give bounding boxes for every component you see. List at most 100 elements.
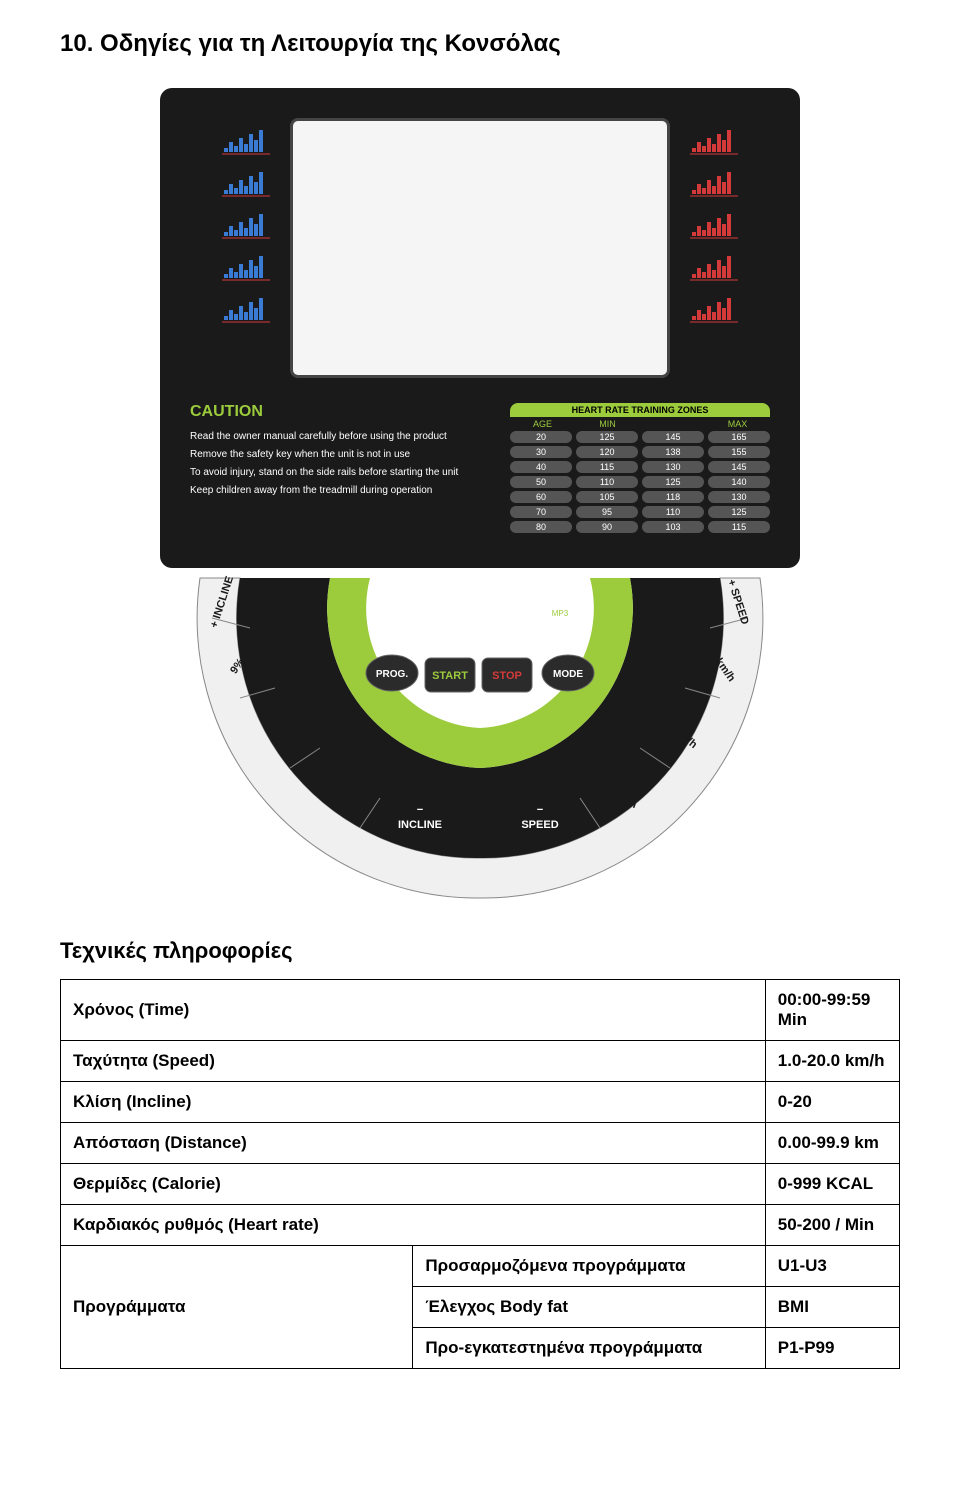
hr-col-header: AGE (510, 419, 575, 429)
hr-cell: 125 (708, 506, 770, 518)
programs-group-label: Προγράμματα (61, 1246, 413, 1369)
hr-row: 50 110 125 140 (510, 476, 770, 488)
spec-value: U1-U3 (765, 1246, 899, 1287)
table-row: Θερμίδες (Calorie)0-999 KCAL (61, 1164, 900, 1205)
spec-subtitle: Τεχνικές πληροφορίες (60, 938, 900, 964)
table-row: ΠρογράμματαΠροσαρμοζόμενα προγράμματαU1-… (61, 1246, 900, 1287)
hr-cell: 118 (642, 491, 704, 503)
program-profile-icon (690, 254, 738, 282)
hr-cell: 110 (642, 506, 704, 518)
spec-label: Ταχύτητα (Speed) (61, 1041, 766, 1082)
hr-row: 20125145165 (510, 431, 770, 443)
caution-block: CAUTION Read the owner manual carefully … (190, 403, 480, 536)
caution-title: CAUTION (190, 403, 480, 421)
hr-cell: 145 (708, 461, 770, 473)
spec-label: Κλίση (Incline) (61, 1082, 766, 1123)
program-profile-icon (222, 128, 270, 156)
table-row: Κλίση (Incline)0-20 (61, 1082, 900, 1123)
hr-cell: 60 (510, 491, 572, 503)
program-profile-icon (690, 296, 738, 324)
program-profile-icon (222, 254, 270, 282)
spec-value: BMI (765, 1287, 899, 1328)
spec-label: Χρόνος (Time) (61, 980, 766, 1041)
heart-rate-zones-table: HEART RATE TRAINING ZONES AGEMIN MAX 20 12… (510, 403, 770, 536)
left-program-icons (222, 118, 270, 378)
hr-row: 40 115 130 145 (510, 461, 770, 473)
hr-cell: 125 (576, 431, 638, 443)
hr-cell: 40 (510, 461, 572, 473)
spec-label: Προ-εγκατεστημένα προγράμματα (413, 1328, 765, 1369)
hr-cell: 30 (510, 446, 572, 458)
hr-cell: 20 (510, 431, 572, 443)
console-button-panel: PROG. START STOP MODE (160, 568, 800, 908)
hr-zones-title: HEART RATE TRAINING ZONES (510, 403, 770, 417)
program-profile-icon (690, 128, 738, 156)
stop-button-label[interactable]: STOP (492, 670, 522, 682)
hr-cell: 105 (576, 491, 638, 503)
hr-cell: 130 (642, 461, 704, 473)
spec-value: 0-20 (765, 1082, 899, 1123)
hr-row: 70 95 110 125 (510, 506, 770, 518)
speed-minus-label[interactable]: SPEED (521, 819, 558, 831)
hr-cell: 95 (576, 506, 638, 518)
hr-col-header (640, 419, 705, 429)
hr-cell: 130 (708, 491, 770, 503)
spec-value: 00:00-99:59 Min (765, 980, 899, 1041)
console-illustration: CAUTION Read the owner manual carefully … (160, 88, 800, 908)
spec-value: 1.0-20.0 km/h (765, 1041, 899, 1082)
hr-cell: 138 (642, 446, 704, 458)
hr-cell: 115 (708, 521, 770, 533)
mp3-label: MP3 (552, 609, 569, 618)
hr-row: 30 120 138 155 (510, 446, 770, 458)
hr-row: 80 90 103 115 (510, 521, 770, 533)
prog-button-label[interactable]: PROG. (376, 669, 408, 680)
speed-minus-sign[interactable]: − (537, 804, 543, 816)
spec-value: 50-200 / Min (765, 1205, 899, 1246)
program-profile-icon (222, 212, 270, 240)
hr-col-header: MAX (705, 419, 770, 429)
hr-cell: 70 (510, 506, 572, 518)
spec-label: Προσαρμοζόμενα προγράμματα (413, 1246, 765, 1287)
spec-value: 0.00-99.9 km (765, 1123, 899, 1164)
program-profile-icon (222, 296, 270, 324)
right-program-icons (690, 118, 738, 378)
hr-cell: 140 (708, 476, 770, 488)
spec-label: Καρδιακός ρυθμός (Heart rate) (61, 1205, 766, 1246)
hr-cell: 80 (510, 521, 572, 533)
table-row: Χρόνος (Time)00:00-99:59 Min (61, 980, 900, 1041)
spec-table: Χρόνος (Time)00:00-99:59 MinΤαχύτητα (Sp… (60, 979, 900, 1369)
spec-value: P1-P99 (765, 1328, 899, 1369)
spec-label: Έλεγχος Body fat (413, 1287, 765, 1328)
start-button-label[interactable]: START (432, 670, 468, 682)
hr-cell: 90 (576, 521, 638, 533)
hr-cell: 155 (708, 446, 770, 458)
hr-cell: 120 (576, 446, 638, 458)
incline-minus-label[interactable]: INCLINE (398, 819, 442, 831)
page-title: 10. Οδηγίες για τη Λειτουργία της Κονσόλ… (60, 30, 900, 58)
table-row: Απόσταση (Distance)0.00-99.9 km (61, 1123, 900, 1164)
caution-line: Keep children away from the treadmill du… (190, 485, 480, 497)
program-profile-icon (690, 170, 738, 198)
caution-line: Read the owner manual carefully before u… (190, 431, 480, 443)
hr-cell: 125 (642, 476, 704, 488)
hr-cell: 103 (642, 521, 704, 533)
lcd-screen (290, 118, 670, 378)
table-row: Καρδιακός ρυθμός (Heart rate)50-200 / Mi… (61, 1205, 900, 1246)
hr-cell: 110 (576, 476, 638, 488)
hr-cell: 145 (642, 431, 704, 443)
hr-cell: 115 (576, 461, 638, 473)
program-profile-icon (222, 170, 270, 198)
spec-label: Απόσταση (Distance) (61, 1123, 766, 1164)
program-profile-icon (690, 212, 738, 240)
hr-col-header: MIN (575, 419, 640, 429)
hr-row: 60 105 118 130 (510, 491, 770, 503)
caution-line: Remove the safety key when the unit is n… (190, 449, 480, 461)
hr-cell: 50 (510, 476, 572, 488)
spec-value: 0-999 KCAL (765, 1164, 899, 1205)
incline-minus-sign[interactable]: − (417, 804, 423, 816)
console-top-panel: CAUTION Read the owner manual carefully … (160, 88, 800, 568)
spec-label: Θερμίδες (Calorie) (61, 1164, 766, 1205)
page: 10. Οδηγίες για τη Λειτουργία της Κονσόλ… (0, 0, 960, 1399)
caution-line: To avoid injury, stand on the side rails… (190, 467, 480, 479)
mode-button-label[interactable]: MODE (553, 669, 583, 680)
